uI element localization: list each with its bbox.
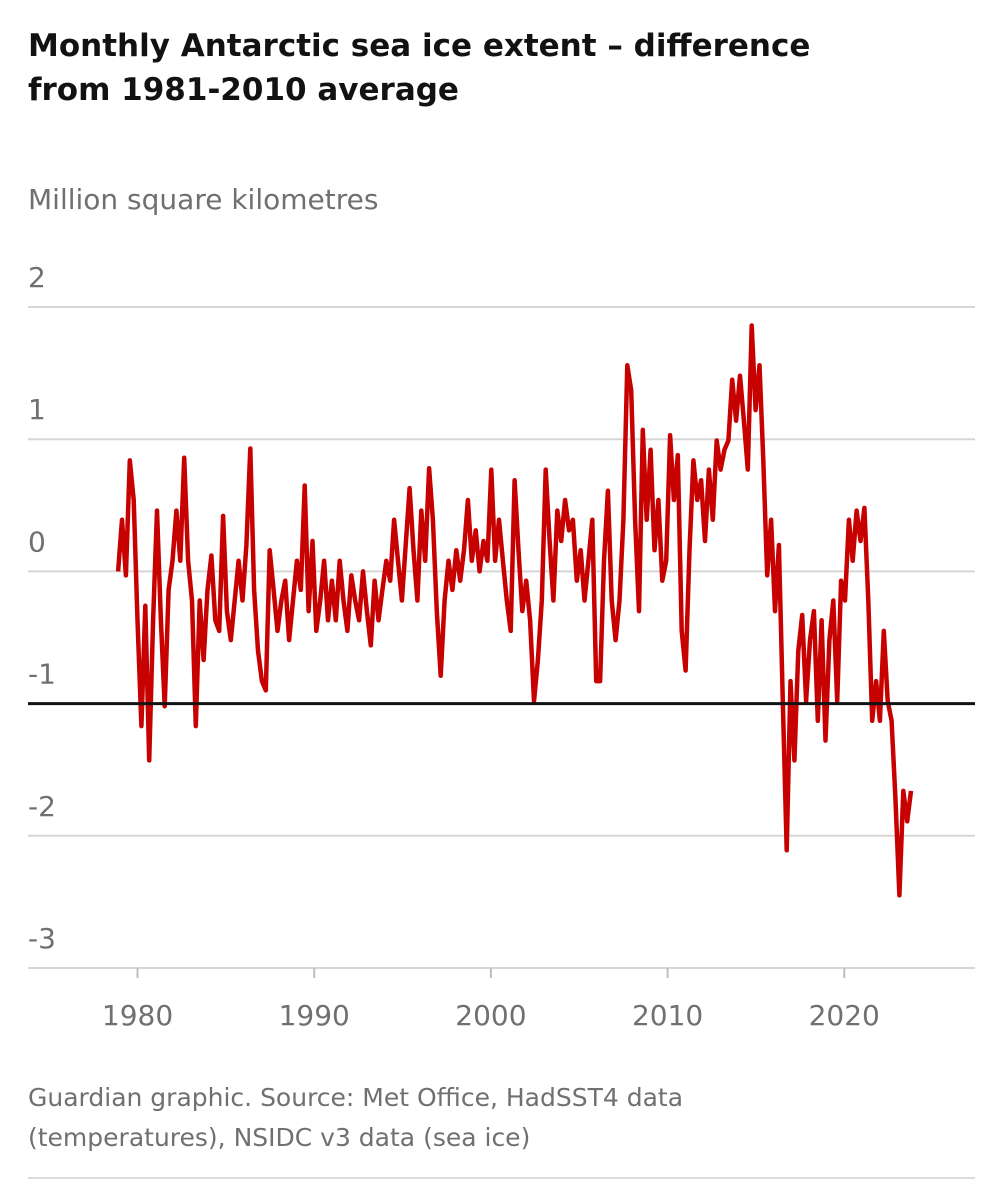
source-note: Guardian graphic. Source: Met Office, Ha… [28, 1083, 684, 1152]
data-line [115, 323, 914, 898]
y-tick-label: 0 [28, 525, 46, 558]
y-tick-label: 1 [28, 393, 46, 426]
y-axis-label: Million square kilometres [28, 183, 378, 216]
y-tick-label: -3 [28, 922, 56, 955]
x-tick-label: 2010 [632, 999, 703, 1032]
x-tick-label: 1990 [279, 999, 350, 1032]
chart-title: Monthly Antarctic sea ice extent – diffe… [28, 28, 811, 108]
y-tick-label: 2 [28, 261, 46, 294]
y-tick-label: -1 [28, 658, 56, 691]
x-tick-label: 2000 [455, 999, 526, 1032]
y-tick-label: -2 [28, 790, 56, 823]
x-tick-label: 1980 [102, 999, 173, 1032]
x-tick-label: 2020 [809, 999, 880, 1032]
